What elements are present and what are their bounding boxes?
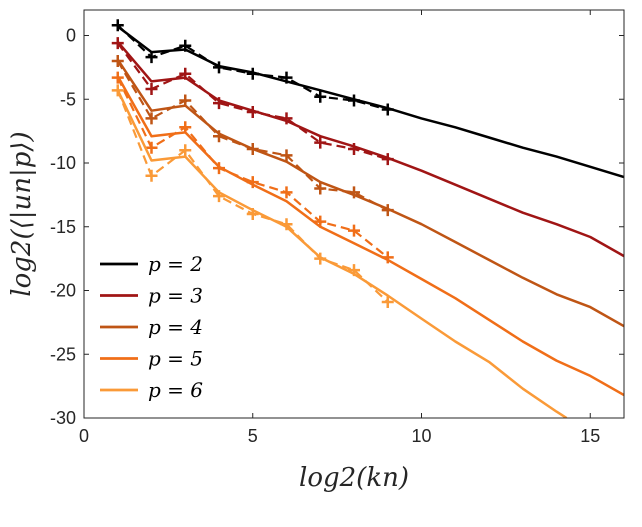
- y-tick-label: -10: [50, 153, 76, 173]
- series-2-marker: [280, 112, 293, 125]
- legend-label: p = 6: [148, 378, 203, 402]
- series-2-marker: [246, 106, 259, 118]
- axes-box: [83, 9, 625, 419]
- axes-layer: 0 5 10 15 0 -5 -10 -15 -20 -25 -30: [50, 9, 625, 446]
- x-tick-label: 15: [580, 426, 600, 446]
- series-4: [111, 71, 624, 397]
- series-3-marker: [381, 204, 394, 217]
- series-layer: [111, 19, 624, 418]
- series-1-marker: [348, 94, 360, 107]
- series-1-marker: [314, 90, 327, 103]
- series-3-marker: [213, 130, 225, 143]
- series-4-marker: [381, 251, 394, 264]
- series-2-marker: [145, 83, 158, 96]
- legend: p = 2 p = 3 p = 4 p = 5 p = 6: [100, 252, 203, 402]
- series-5: [111, 84, 568, 418]
- series-4-marker: [246, 176, 259, 189]
- series-2-marker: [213, 97, 225, 110]
- series-3: [111, 55, 624, 328]
- series-4-marker: [314, 215, 327, 228]
- series-2-marker: [314, 136, 327, 149]
- series-3-marker: [348, 186, 360, 199]
- series-2-marker: [381, 153, 394, 166]
- series-2-marker: [179, 67, 192, 80]
- series-5-marker: [179, 144, 192, 157]
- legend-label: p = 2: [148, 252, 203, 276]
- y-axis-label: log2(⟨|un|p⟩): [7, 131, 37, 296]
- series-4-marker: [348, 224, 360, 237]
- series-4-dashed-line: [116, 77, 389, 259]
- y-tick-label: -15: [50, 217, 76, 237]
- y-tick-label: -30: [50, 408, 76, 428]
- series-1: [111, 19, 624, 179]
- series-4-marker: [111, 71, 124, 84]
- series-4-marker: [179, 121, 192, 134]
- series-1-marker: [280, 71, 293, 84]
- series-5-marker: [145, 169, 158, 182]
- series-3-marker: [280, 149, 293, 162]
- series-1-marker: [246, 67, 259, 80]
- series-5-marker: [381, 295, 394, 308]
- series-4-marker: [145, 141, 158, 154]
- y-tick-label: -5: [60, 89, 76, 109]
- y-tick-label: -20: [50, 281, 76, 301]
- series-4-marker: [213, 162, 225, 175]
- series-5-marker: [246, 208, 259, 220]
- series-1-marker: [381, 103, 394, 116]
- y-tick-label: -25: [50, 344, 76, 364]
- series-3-marker: [145, 112, 158, 125]
- series-2-marker: [111, 37, 124, 50]
- series-3-marker: [314, 182, 327, 195]
- x-tick-label: 5: [248, 426, 258, 446]
- x-tick-label: 0: [79, 426, 89, 446]
- series-1-marker: [111, 19, 124, 32]
- series-5-marker: [111, 84, 124, 97]
- x-axis-label: log2(kn): [299, 463, 409, 493]
- legend-label: p = 5: [148, 347, 203, 371]
- series-2: [111, 37, 624, 258]
- series-4-marker: [280, 186, 293, 199]
- legend-label: p = 3: [148, 284, 203, 308]
- series-3-marker: [179, 94, 192, 107]
- y-tick-label: 0: [66, 26, 76, 46]
- series-5-marker: [280, 218, 293, 231]
- series-3-marker: [246, 142, 259, 155]
- series-1-marker: [179, 39, 192, 52]
- legend-label: p = 4: [148, 315, 203, 339]
- series-1-marker: [145, 51, 158, 64]
- series-5-marker: [314, 252, 327, 265]
- series-2-marker: [348, 142, 360, 155]
- series-1-marker: [213, 61, 225, 74]
- series-4-solid-line: [116, 75, 624, 397]
- series-3-marker: [111, 55, 124, 67]
- x-tick-label: 10: [411, 426, 431, 446]
- series-5-marker: [348, 264, 360, 277]
- series-5-marker: [213, 190, 225, 203]
